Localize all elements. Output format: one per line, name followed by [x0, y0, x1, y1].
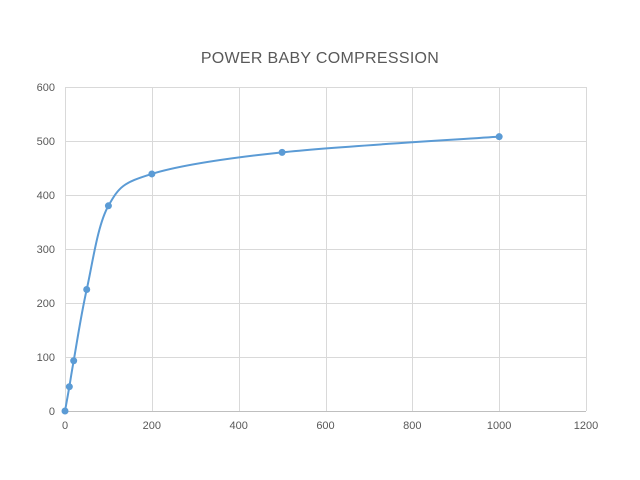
x-tick-label-2: 400 — [229, 420, 247, 432]
data-point-0-1 — [65, 383, 73, 391]
data-point-0-0 — [61, 407, 69, 415]
data-point-0-2 — [70, 357, 78, 365]
data-point-0-6 — [278, 148, 286, 156]
y-tick-label-0: 0 — [49, 406, 55, 418]
data-point-0-7 — [495, 133, 503, 141]
y-tick-label-1: 100 — [37, 352, 55, 364]
y-tick-label-5: 500 — [37, 136, 55, 148]
y-tick-label-6: 600 — [37, 82, 55, 94]
x-tick-label-6: 1200 — [574, 420, 598, 432]
x-tick-label-3: 600 — [316, 420, 334, 432]
x-tick-label-4: 800 — [403, 420, 421, 432]
x-tick-label-5: 1000 — [487, 420, 511, 432]
chart-title: POWER BABY COMPRESSION — [200, 50, 440, 67]
x-tick-label-0: 0 — [62, 420, 68, 432]
data-point-0-4 — [104, 202, 112, 210]
data-point-0-5 — [148, 170, 156, 178]
data-point-0-3 — [83, 286, 91, 293]
y-tick-label-3: 300 — [37, 244, 55, 256]
series-line-0 — [64, 135, 501, 412]
x-tick-label-1: 200 — [143, 420, 161, 432]
y-tick-label-2: 200 — [37, 298, 55, 310]
y-tick-label-4: 400 — [37, 190, 55, 202]
